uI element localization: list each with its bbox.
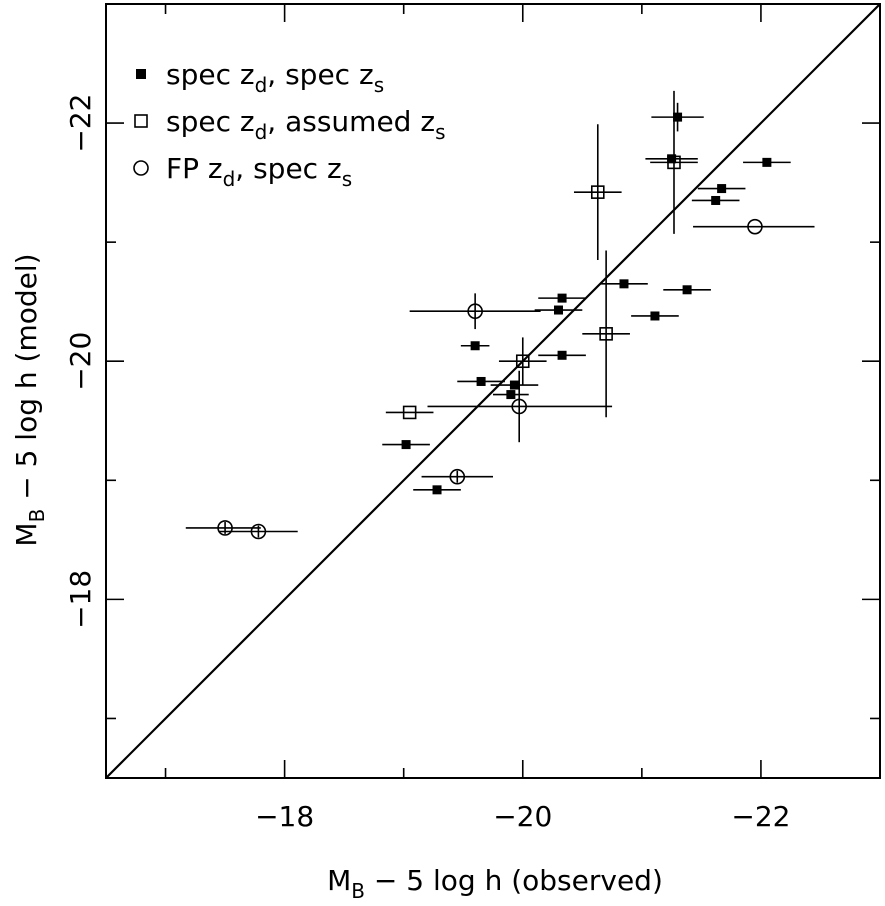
data-point-open-circle xyxy=(217,520,233,536)
legend-filled-square-marker xyxy=(136,69,146,79)
y-axis-label-group: MB − 5 log h (model) xyxy=(10,253,49,546)
y-tick-label: −18 xyxy=(64,570,97,629)
legend-open-square-marker xyxy=(134,114,148,128)
data-point-filled-square xyxy=(506,390,516,400)
legend-label-1: spec zd, spec zs xyxy=(166,58,384,97)
data-point-open-square xyxy=(402,405,417,420)
data-point-filled-square xyxy=(619,279,629,289)
x-tick-label: −22 xyxy=(731,800,790,833)
x-tick-label: −18 xyxy=(255,800,314,833)
y-axis-label: MB − 5 log h (model) xyxy=(10,253,49,546)
legend-item-fp-spec: FP zd, spec zs xyxy=(133,152,352,191)
data-point-filled-square xyxy=(553,305,563,315)
data-point-filled-square xyxy=(557,293,567,303)
data-point-filled-square xyxy=(557,350,567,360)
data-point-open-circle xyxy=(747,218,763,235)
data-point-filled-square xyxy=(711,195,721,205)
y-tick-label-group: −20 xyxy=(64,332,97,391)
legend-open-circle-marker xyxy=(133,160,149,176)
data-point-open-circle xyxy=(449,468,466,485)
data-point-filled-square xyxy=(476,376,486,386)
legend-item-spec-assumed: spec zd, assumed zs xyxy=(134,105,445,144)
plot-frame-group xyxy=(105,3,881,779)
reference-line-group xyxy=(105,3,881,779)
data-point-filled-square xyxy=(509,380,519,390)
y-tick-label-group: −18 xyxy=(64,570,97,629)
data-point-filled-square xyxy=(673,112,683,122)
data-point-open-square xyxy=(667,155,681,170)
x-tick-label: −20 xyxy=(493,800,552,833)
markers-group xyxy=(217,112,772,540)
legend: spec zd, spec zs spec zd, assumed zs FP … xyxy=(133,58,445,191)
data-point-filled-square xyxy=(401,440,411,450)
y-tick-label: −20 xyxy=(64,332,97,391)
data-point-open-square xyxy=(590,185,605,199)
y-tick-label: −22 xyxy=(64,94,97,153)
data-point-filled-square xyxy=(762,157,772,167)
legend-label-3: FP zd, spec zs xyxy=(166,152,352,191)
data-point-open-square xyxy=(599,327,613,341)
data-point-filled-square xyxy=(717,184,727,194)
data-point-filled-square xyxy=(682,285,692,295)
legend-label-2: spec zd, assumed zs xyxy=(166,105,445,144)
data-point-filled-square xyxy=(650,311,660,321)
data-point-open-square xyxy=(515,354,530,369)
plot-frame xyxy=(105,3,881,779)
data-point-filled-square xyxy=(667,154,677,164)
legend-item-spec-spec: spec zd, spec zs xyxy=(136,58,384,97)
reference-line-y-equals-x xyxy=(105,3,881,779)
data-point-filled-square xyxy=(432,485,442,495)
data-point-open-circle xyxy=(250,523,267,540)
y-tick-label-group: −22 xyxy=(64,94,97,153)
ticks-group: −18 −20 −22 −18 −20 −22 xyxy=(64,4,880,833)
data-point-open-circle xyxy=(511,398,527,415)
data-point-filled-square xyxy=(470,341,480,351)
data-point-open-circle xyxy=(467,303,483,320)
x-axis-label: MB − 5 log h (observed) xyxy=(327,864,663,903)
